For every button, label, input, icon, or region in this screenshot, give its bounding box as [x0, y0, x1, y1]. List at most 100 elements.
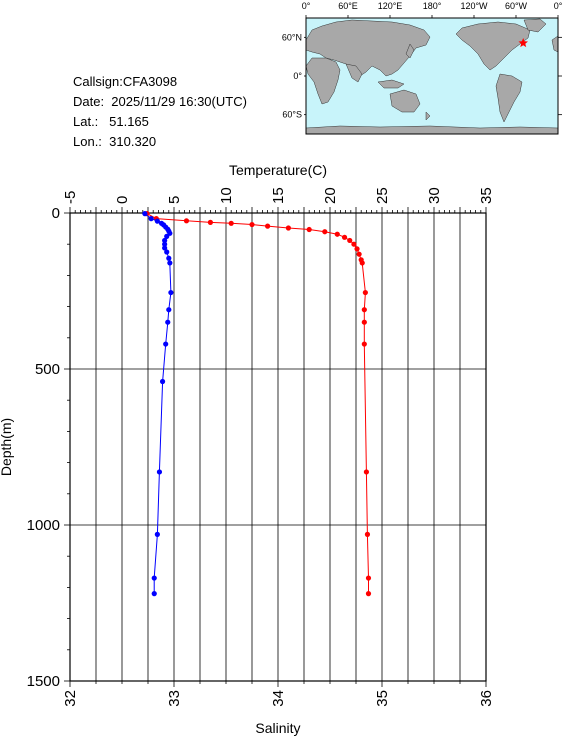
temperature-point: [183, 218, 190, 224]
station-info: Callsign:CFA3098 Date: 2025/11/29 16:30(…: [73, 72, 247, 152]
land-india: [345, 63, 363, 83]
land-japan: [405, 43, 415, 59]
map-longitude-label: 60°W: [505, 1, 528, 11]
latitude-text: Lat.: 51.165: [73, 114, 149, 129]
land-australia: [389, 89, 421, 113]
land-south-america: [495, 73, 523, 123]
map-longitude-label: 180°: [423, 1, 442, 11]
land-greenland: [523, 18, 547, 33]
salinity-point: [162, 245, 168, 251]
profile-chart: -5 0 5 10 15 20 25 30 35 32 33 34 35 36 050010001500…: [0, 162, 495, 736]
date-text: Date: 2025/11/29 16:30(UTC): [73, 94, 247, 109]
map-labels: 0° 60°E 120°E 180° 120°W 60°W 0° 60°N 0° 60°S: [282, 1, 563, 120]
station-marker-icon: [518, 38, 528, 48]
temperature-tick-label: 0: [114, 196, 131, 204]
temperature-point: [265, 223, 271, 229]
salinity-point: [164, 249, 170, 255]
salinity-point: [164, 233, 170, 239]
salinity-point: [142, 211, 148, 217]
longitude-text: Lon.: 310.320: [73, 134, 157, 149]
salinity-point: [165, 319, 171, 325]
world-map: 0° 60°E 120°E 180° 120°W 60°W 0° 60°N 0° 60°S: [282, 1, 563, 135]
temperature-tick-label: 30: [426, 187, 443, 204]
temperature-point: [361, 307, 367, 313]
temperature-point: [365, 575, 372, 581]
depth-tick-labels: 0 500 1000 1500: [27, 205, 60, 690]
temperature-point: [361, 341, 367, 347]
map-marker-layer: [518, 38, 528, 48]
temperature-tick-label: 15: [270, 187, 287, 204]
temperature-point: [207, 219, 213, 225]
map-land: [305, 18, 559, 135]
map-latitude-label: 60°N: [282, 32, 302, 42]
temperature-point: [228, 220, 234, 226]
salinity-series: [142, 211, 174, 597]
callsign-text: Callsign:CFA3098: [73, 74, 178, 89]
salinity-tick-label: 33: [166, 690, 183, 707]
temperature-point: [306, 226, 312, 233]
map-latitude-label: 0°: [293, 71, 302, 81]
temperature-point: [362, 289, 368, 296]
depth-axis-label: Depth(m): [0, 418, 14, 476]
salinity-point: [159, 378, 166, 385]
temperature-tick-label: -5: [62, 191, 79, 204]
salinity-tick-label: 32: [62, 690, 79, 707]
axis-ticks: [64, 207, 487, 687]
temperature-tick-label: 20: [322, 187, 339, 204]
temperature-point: [361, 319, 367, 325]
salinity-point: [163, 341, 169, 347]
land-eurasia: [305, 19, 431, 77]
temperature-tick-label: 35: [478, 187, 495, 204]
temperature-point: [334, 231, 340, 237]
salinity-point: [168, 289, 174, 296]
depth-tick-label: 1000: [27, 517, 60, 534]
temperature-line: [146, 213, 369, 594]
series-layer: [142, 211, 372, 597]
temperature-tick-label: 5: [166, 196, 183, 204]
temperature-point: [356, 251, 362, 257]
salinity-point: [151, 575, 157, 581]
depth-tick-label: 500: [35, 361, 60, 378]
temperature-point: [354, 246, 360, 252]
land-indonesia: [377, 79, 405, 89]
temperature-point: [365, 591, 372, 597]
temperature-point: [363, 469, 369, 475]
salinity-point: [148, 216, 154, 222]
temperature-tick-label: 25: [374, 187, 391, 204]
salinity-point: [162, 237, 168, 244]
temperature-point: [359, 260, 365, 266]
salinity-axis-label: Salinity: [255, 720, 300, 736]
temperature-point: [347, 237, 353, 244]
salinity-point: [154, 218, 160, 224]
temperature-point: [341, 234, 348, 240]
temperature-point: [351, 241, 357, 247]
salinity-point: [156, 469, 163, 475]
land-new-zealand: [425, 111, 431, 121]
map-longitude-label: 120°E: [378, 1, 403, 11]
map-longitude-label: 0°: [554, 1, 563, 11]
salinity-point: [167, 260, 173, 266]
salinity-point: [166, 307, 172, 313]
temperature-axis-label: Temperature(C): [229, 162, 327, 178]
salinity-point: [166, 255, 172, 261]
depth-tick-label: 0: [52, 205, 60, 222]
salinity-tick-label: 36: [478, 690, 495, 707]
map-longitude-label: 0°: [302, 1, 311, 11]
temperature-point: [322, 229, 328, 235]
land-north-america: [455, 21, 531, 71]
salinity-tick-label: 34: [270, 690, 287, 707]
temperature-point: [249, 221, 255, 228]
land-antarctica: [305, 125, 559, 135]
salinity-point: [162, 241, 168, 247]
temperature-series: [144, 211, 372, 597]
temperature-point: [285, 225, 291, 231]
salinity-point: [154, 531, 160, 537]
salinity-tick-label: 35: [374, 690, 391, 707]
salinity-point: [151, 591, 157, 597]
temperature-point: [364, 531, 371, 537]
map-longitude-label: 120°W: [460, 1, 488, 11]
salinity-tick-labels: 32 33 34 35 36: [62, 690, 495, 707]
map-longitude-label: 60°E: [338, 1, 358, 11]
land-africa: [305, 57, 341, 105]
